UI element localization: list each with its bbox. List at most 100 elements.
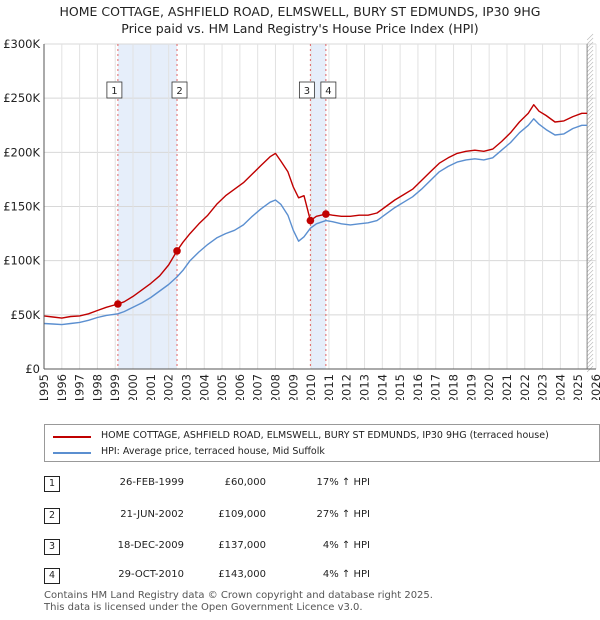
forecast-hatch [586,281,594,289]
sale-badge-1 [106,81,123,99]
forecast-hatch [586,269,594,277]
x-tick-label: 2026 [589,374,600,400]
forecast-hatch [586,233,594,241]
forecast-hatch [586,257,594,265]
transaction-row-3: 3 18-DEC-2009 £137,000 4% ↑ HPI [44,537,600,557]
transaction-number: 1 [44,476,60,492]
forecast-hatch [586,145,594,153]
forecast-hatch [586,229,594,237]
x-tick-label: 2008 [268,374,282,400]
forecast-hatch [586,153,594,161]
transaction-number: 2 [44,508,60,524]
x-tick-label: 2020 [482,374,496,400]
transaction-date: 29-OCT-2010 [118,569,184,580]
forecast-hatch [586,57,594,65]
sale-badge-2 [171,81,188,99]
x-tick-label: 2003 [179,374,193,400]
forecast-hatch [586,173,594,181]
forecast-hatch [586,325,594,333]
forecast-hatch [586,61,594,69]
forecast-hatch [586,285,594,293]
x-tick-label: 2009 [286,374,300,400]
sale-badge-label-3: 3 [304,86,310,97]
forecast-hatch [586,313,594,321]
forecast-hatch [586,105,594,113]
forecast-hatch [586,113,594,121]
transaction-hpi: 17% ↑ HPI [316,477,370,488]
forecast-hatch [586,337,594,345]
forecast-hatch [586,137,594,145]
x-tick-label: 1995 [37,374,51,400]
y-tick-label: £300K [3,37,40,51]
forecast-hatch [586,305,594,313]
forecast-hatch [586,341,594,349]
forecast-hatch [586,109,594,117]
x-tick-label: 2019 [464,374,478,400]
transaction-price: £60,000 [224,477,266,488]
x-tick-label: 1996 [55,374,69,400]
forecast-hatch [586,117,594,125]
transaction-date: 18-DEC-2009 [117,540,184,551]
transaction-hpi: 27% ↑ HPI [316,509,370,520]
x-tick-label: 2014 [375,374,389,400]
x-tick-label: 2022 [518,374,532,400]
forecast-hatch [586,333,594,341]
forecast-hatch [586,265,594,273]
forecast-hatch [586,289,594,297]
transaction-date: 26-FEB-1999 [119,477,184,488]
sale-badge-label-4: 4 [325,86,331,97]
x-tick-label: 2000 [126,374,140,400]
x-tick-label: 2024 [553,374,567,400]
forecast-hatch [586,181,594,189]
transaction-price: £109,000 [218,509,266,520]
forecast-hatch [586,177,594,185]
forecast-hatch [586,345,594,353]
forecast-hatch [586,165,594,173]
x-tick-label: 2015 [393,374,407,400]
forecast-hatch [586,121,594,129]
hpi-line [43,118,588,326]
forecast-hatch [586,81,594,89]
forecast-hatch [586,261,594,269]
chart-legend: HOME COTTAGE, ASHFIELD ROAD, ELMSWELL, B… [44,424,600,462]
forecast-hatch [586,277,594,285]
forecast-hatch [586,317,594,325]
transaction-row-4: 4 29-OCT-2010 £143,000 4% ↑ HPI [44,566,600,586]
footer-copyright: Contains HM Land Registry data © Crown c… [44,590,433,601]
x-tick-label: 2007 [251,374,265,400]
forecast-hatch [586,217,594,225]
forecast-hatch [586,237,594,245]
forecast-hatch [586,221,594,229]
y-tick-label: £100K [3,254,40,268]
transaction-row-2: 2 21-JUN-2002 £109,000 27% ↑ HPI [44,506,600,526]
forecast-hatch [586,197,594,205]
chart-title: HOME COTTAGE, ASHFIELD ROAD, ELMSWELL, B… [59,4,541,19]
forecast-hatch [586,297,594,305]
forecast-hatch [586,213,594,221]
sale-badge-label-2: 2 [176,86,182,97]
forecast-hatch [586,53,594,61]
sale-point-1 [114,300,122,308]
forecast-hatch [586,73,594,81]
forecast-hatch [586,161,594,169]
sale-point-3 [306,216,315,225]
forecast-hatch [586,69,594,77]
x-tick-label: 2005 [215,374,229,400]
forecast-hatch [586,149,594,157]
forecast-hatch [586,33,594,41]
forecast-hatch [586,77,594,85]
sale-badge-4 [320,81,337,99]
y-tick-label: £50K [11,308,41,322]
price-chart: 1 2 3 4 £0 £50K £100K £150K £200K £250K £300K 1995… [3,33,600,400]
forecast-hatch [586,141,594,149]
x-tick-label: 2002 [162,374,176,400]
x-tick-label: 2018 [447,374,461,400]
forecast-hatch [586,293,594,301]
forecast-hatch [586,93,594,101]
forecast-hatch [586,353,594,361]
legend-label-hpi: HPI: Average price, terraced house, Mid … [101,446,325,457]
y-tick-label: £0 [25,362,40,376]
x-tick-label: 1997 [73,374,87,400]
forecast-hatch [586,209,594,217]
forecast-hatch [586,253,594,261]
